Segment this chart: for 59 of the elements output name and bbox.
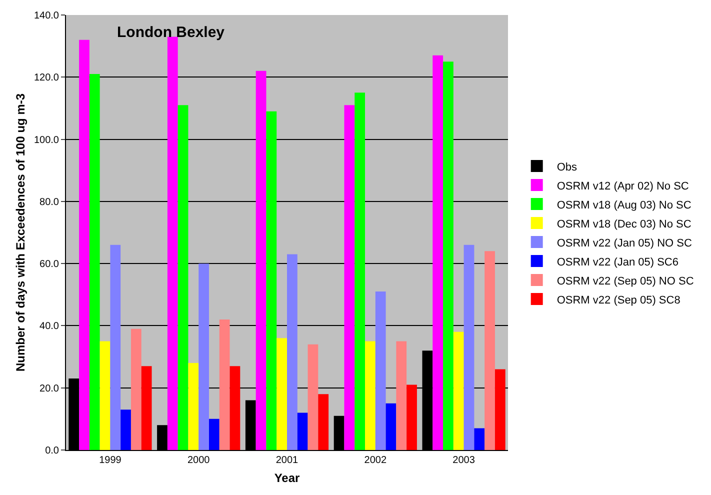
legend-label: OSRM v18 (Aug 03) No SC (556, 199, 692, 212)
bar (198, 264, 209, 450)
legend-label: OSRM v22 (Jan 05) SC6 (556, 256, 678, 268)
x-axis-title: Year (274, 470, 300, 485)
bar (474, 428, 485, 450)
y-tick-label: 100.0 (34, 134, 60, 146)
bar (167, 36, 178, 450)
x-tick-label: 2002 (364, 455, 387, 466)
bar (396, 341, 407, 450)
bar (432, 55, 444, 450)
legend-label: OSRM v12 (Apr 02) No SC (556, 180, 689, 192)
bar (208, 418, 220, 450)
y-tick-label: 60.0 (40, 259, 60, 270)
legend-label: OSRM v22 (Jan 05) NO SC (556, 237, 692, 250)
bar (375, 292, 386, 450)
y-axis-title: Number of days with Exceedences of 100 ug m-3 (13, 93, 28, 372)
bar (287, 254, 298, 450)
text: London Bexley (117, 24, 226, 41)
y-tick-label: 80.0 (40, 196, 60, 208)
bar (230, 366, 240, 450)
legend-label: Obs (556, 161, 578, 174)
bar (266, 111, 277, 450)
bar (79, 40, 90, 450)
bar (354, 92, 366, 450)
bar (453, 332, 464, 450)
bar (188, 363, 199, 450)
bar (494, 369, 506, 450)
bar (406, 384, 417, 450)
y-tick-label: 40.0 (40, 321, 60, 332)
bar (318, 394, 329, 450)
bar (443, 62, 454, 450)
x-tick-label: 2000 (187, 455, 210, 466)
legend-label: OSRM v18 (Dec 03) No SC (556, 218, 692, 230)
x-tick-label: 1999 (99, 455, 122, 466)
y-tick-label: 140.0 (34, 10, 60, 22)
bar (89, 74, 100, 450)
y-tick-label: 0.0 (45, 446, 60, 456)
bar (110, 244, 121, 450)
bar (219, 320, 230, 450)
x-tick-label: 2001 (276, 455, 299, 466)
bar (386, 403, 396, 450)
y-tick-label: 20.0 (40, 383, 60, 394)
bar (256, 70, 266, 450)
legend-label: OSRM v22 (Sep 05) SC8 (556, 294, 680, 306)
bar (484, 251, 495, 450)
bar (178, 105, 188, 450)
x-tick-label: 2003 (452, 455, 476, 466)
bar (308, 344, 318, 450)
bar (297, 412, 308, 450)
bar (100, 341, 110, 450)
bar (120, 410, 131, 450)
bar (344, 105, 355, 450)
bar (141, 366, 152, 450)
bar (365, 341, 376, 450)
legend-label: OSRM v22 (Sep 05) NO SC (556, 275, 694, 288)
bar (276, 338, 287, 450)
y-tick-label: 120.0 (34, 72, 60, 84)
bar (464, 244, 474, 450)
bar (130, 328, 142, 450)
